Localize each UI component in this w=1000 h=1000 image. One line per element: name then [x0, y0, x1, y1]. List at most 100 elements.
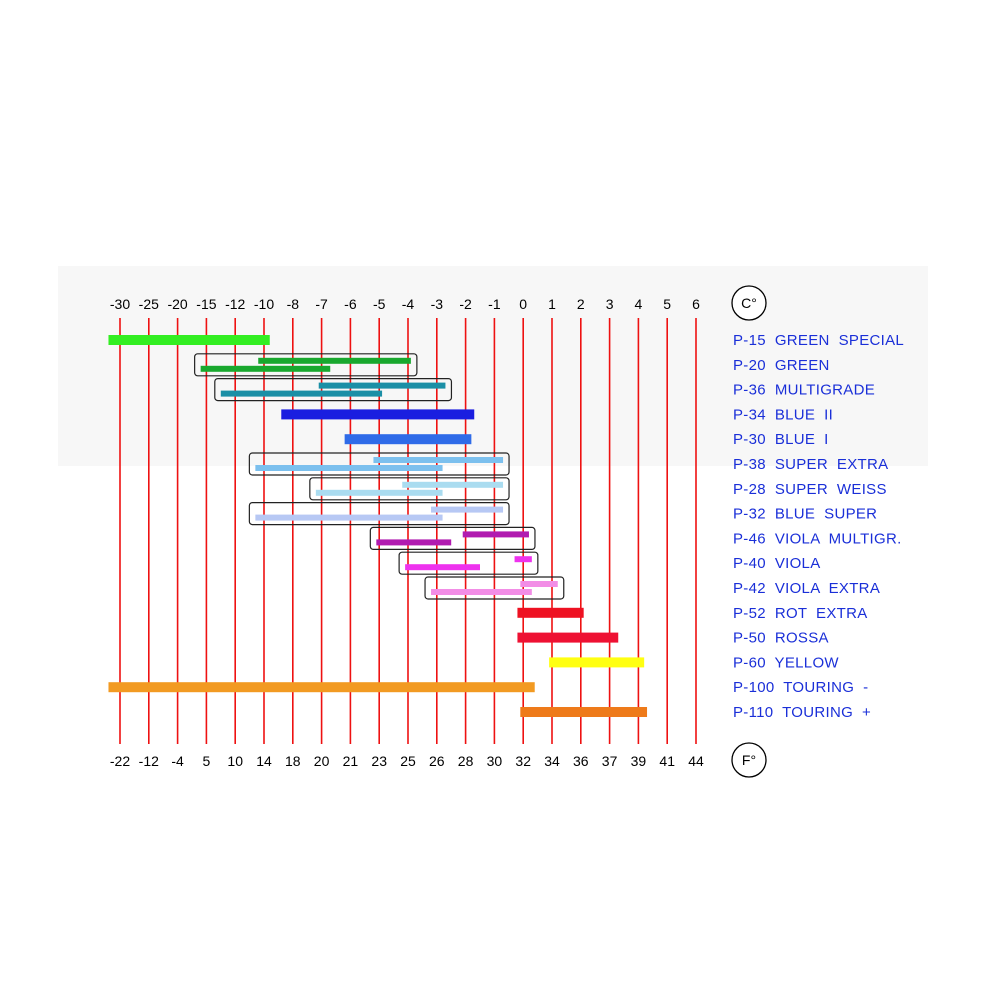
range-bar — [549, 657, 645, 668]
oil-label: P-36 MULTIGRADE — [733, 382, 875, 399]
oil-label: P-30 BLUE I — [733, 431, 829, 448]
fahrenheit-tick-label: 18 — [285, 753, 301, 769]
fahrenheit-tick-label: 20 — [314, 753, 330, 769]
oil-label: P-38 SUPER EXTRA — [733, 456, 888, 473]
range-bar — [344, 434, 472, 445]
row-box — [214, 378, 453, 402]
range-bar — [431, 506, 504, 513]
range-bar — [255, 514, 443, 521]
row-box — [309, 477, 510, 501]
fahrenheit-tick-label: 30 — [487, 753, 503, 769]
range-bar — [517, 632, 619, 643]
celsius-tick-label: 0 — [519, 296, 527, 312]
fahrenheit-tick-label: -22 — [110, 753, 130, 769]
celsius-tick-label: -4 — [402, 296, 415, 312]
range-bar — [520, 707, 648, 717]
fahrenheit-tick-label: -12 — [139, 753, 159, 769]
celsius-tick-label: -5 — [373, 296, 386, 312]
celsius-tick-label: -8 — [287, 296, 300, 312]
celsius-tick-label: -2 — [459, 296, 472, 312]
oil-label: P-52 ROT EXTRA — [733, 605, 868, 622]
fahrenheit-tick-label: 34 — [544, 753, 560, 769]
range-bar — [373, 457, 504, 463]
oil-label: P-110 TOURING + — [733, 704, 871, 721]
oil-label: P-60 YELLOW — [733, 654, 839, 671]
range-bar — [431, 589, 532, 595]
oil-label: P-40 VIOLA — [733, 555, 821, 572]
fahrenheit-tick-label: 32 — [515, 753, 531, 769]
oil-labels: P-15 GREEN SPECIAL P-20 GREEN P-36 MULTIGR… — [733, 332, 904, 721]
celsius-tick-label: -3 — [431, 296, 444, 312]
celsius-tick-label: -25 — [139, 296, 159, 312]
range-bar — [514, 556, 532, 563]
row-box — [369, 526, 536, 551]
fahrenheit-tick-label: 37 — [602, 753, 618, 769]
fahrenheit-tick-label: 10 — [227, 753, 243, 769]
grid-lines — [119, 318, 697, 744]
celsius-unit-label: C° — [741, 295, 757, 311]
range-bar — [405, 564, 480, 571]
celsius-tick-label: -30 — [110, 296, 130, 312]
range-bar — [517, 607, 584, 618]
range-bar — [318, 382, 446, 389]
fahrenheit-tick-label: -4 — [171, 753, 184, 769]
celsius-tick-label: 4 — [635, 296, 643, 312]
fahrenheit-circle — [731, 742, 767, 778]
fahrenheit-tick-label: 36 — [573, 753, 589, 769]
celsius-tick-label: -12 — [225, 296, 245, 312]
row-box — [194, 353, 418, 377]
celsius-unit-badge: C° — [731, 285, 767, 321]
fahrenheit-tick-label: 5 — [203, 753, 211, 769]
fahrenheit-unit-label: F° — [742, 752, 756, 768]
range-bars — [108, 335, 648, 717]
range-bar — [255, 465, 443, 471]
range-bar — [402, 481, 504, 488]
celsius-tick-label: -10 — [254, 296, 274, 312]
fahrenheit-unit-badge: F° — [731, 742, 767, 778]
row-box — [248, 502, 510, 526]
celsius-tick-label: 5 — [663, 296, 671, 312]
oil-label: P-34 BLUE II — [733, 406, 833, 423]
range-bar — [315, 489, 443, 496]
range-bar — [108, 682, 535, 693]
oil-label: P-28 SUPER WEISS — [733, 481, 887, 498]
oil-label: P-32 BLUE SUPER — [733, 506, 877, 523]
celsius-tick-label: -20 — [167, 296, 187, 312]
celsius-tick-label: 1 — [548, 296, 556, 312]
fahrenheit-tick-label: 21 — [343, 753, 359, 769]
fahrenheit-tick-label: 41 — [659, 753, 675, 769]
oil-label: P-46 VIOLA MULTIGR. — [733, 530, 902, 547]
fahrenheit-tick-label: 28 — [458, 753, 474, 769]
celsius-tick-label: -7 — [315, 296, 328, 312]
celsius-tick-label: -6 — [344, 296, 357, 312]
range-bar — [258, 357, 411, 364]
range-bar — [281, 409, 475, 420]
row-boxes — [194, 353, 565, 600]
fahrenheit-tick-label: 25 — [400, 753, 416, 769]
row-box — [398, 551, 539, 575]
fahrenheit-tick-label: 14 — [256, 753, 272, 769]
oil-label: P-20 GREEN — [733, 357, 830, 374]
range-bar — [220, 390, 383, 397]
celsius-tick-label: 6 — [692, 296, 700, 312]
bottom-axis-ticks: -22 -12 -4 5 10 14 18 20 21 23 25 26 28 30 32 34 36 37 39 4… — [110, 753, 704, 769]
fahrenheit-tick-label: 26 — [429, 753, 445, 769]
range-bar — [462, 531, 529, 538]
celsius-tick-label: 2 — [577, 296, 585, 312]
range-bar — [520, 581, 558, 587]
top-axis-ticks: -30 -25 -20 -15 -12 -10 -8 -7 -6 -5 -4 -3 -2 -1 0 1 2 3 4 5… — [110, 296, 700, 312]
oil-label: P-42 VIOLA EXTRA — [733, 580, 880, 597]
celsius-circle — [731, 285, 767, 321]
range-bar — [376, 539, 452, 546]
range-bar — [200, 365, 331, 372]
oil-label: P-50 ROSSA — [733, 630, 829, 647]
fahrenheit-tick-label: 23 — [371, 753, 387, 769]
celsius-tick-label: 3 — [606, 296, 614, 312]
range-bar — [108, 335, 270, 345]
row-box — [248, 452, 510, 476]
oil-label: P-100 TOURING - — [733, 679, 868, 696]
celsius-tick-label: -15 — [196, 296, 216, 312]
row-box — [424, 576, 565, 600]
celsius-tick-label: -1 — [488, 296, 501, 312]
